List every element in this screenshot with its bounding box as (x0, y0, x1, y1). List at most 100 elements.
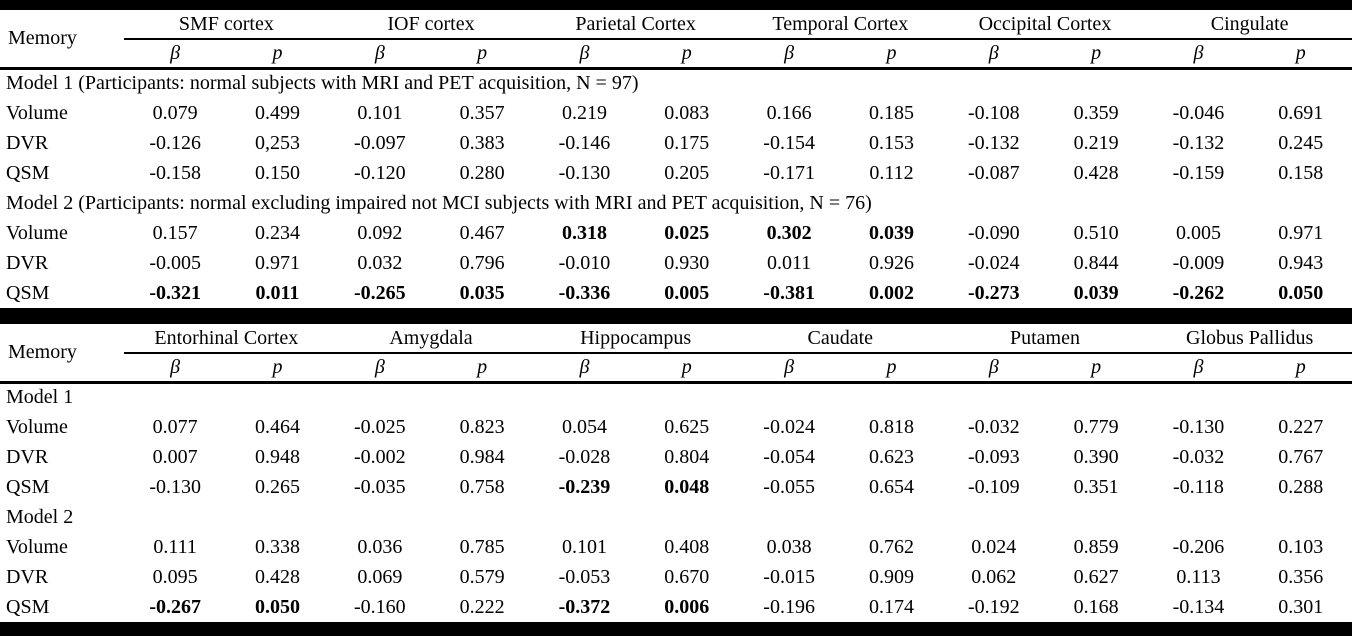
beta-value-cell: -0.025 (353, 415, 406, 438)
beta-value-cell: -0.134 (1172, 595, 1225, 618)
beta-value-cell: -0.024 (763, 415, 815, 438)
p-value-cell: 0.219 (1073, 131, 1119, 154)
p-value-cell: 0.984 (459, 445, 505, 468)
beta-value-cell: -0.093 (967, 445, 1020, 468)
beta-value-cell: -0.097 (353, 131, 406, 154)
beta-value-cell: -0.130 (558, 161, 611, 184)
p-value-cell: 0.408 (664, 535, 710, 558)
beta-value-cell: -0.005 (149, 251, 201, 274)
p-value-cell: 0.691 (1278, 101, 1324, 124)
beta-value-cell: 0.007 (152, 445, 198, 468)
p-value-cell: 0.174 (868, 595, 914, 618)
measure-label: Volume (6, 415, 68, 438)
measure-label: QSM (6, 475, 50, 498)
p-value-cell: 0.909 (868, 565, 914, 588)
p-value-cell: 0.301 (1278, 595, 1324, 618)
beta-value-cell: 0.062 (971, 565, 1017, 588)
beta-subheader: β (328, 353, 431, 384)
p-subheader: p (840, 353, 943, 384)
p-value-cell: 0.025 (664, 221, 710, 244)
region-header: SMF cortex (124, 10, 329, 40)
p-value-cell: 0.844 (1073, 251, 1119, 274)
region-header: Parietal Cortex (533, 10, 738, 40)
memory-column-header: Memory (0, 324, 124, 384)
measure-label: DVR (6, 131, 49, 154)
p-value-cell: 0.623 (868, 445, 914, 468)
p-value-cell: 0.510 (1073, 221, 1119, 244)
p-value-cell: 0.762 (868, 535, 914, 558)
p-value-cell: 0.158 (1278, 161, 1324, 184)
p-value-cell: 0.779 (1073, 415, 1119, 438)
beta-value-cell: -0.130 (1172, 415, 1225, 438)
p-value-cell: 0.185 (868, 101, 914, 124)
table-row: DVR -0.005 0.971 0.032 0.796 -0.010 0.930 0.011… (0, 248, 1352, 278)
beta-subheader: β (533, 39, 636, 70)
beta-subheader: β (942, 39, 1045, 70)
beta-value-cell: 0.095 (152, 565, 198, 588)
p-value-cell: 0.823 (459, 415, 505, 438)
beta-value-cell: -0.032 (967, 415, 1020, 438)
p-subheader: p (635, 353, 738, 384)
p-subheader: p (226, 39, 329, 70)
beta-value-cell: -0.160 (353, 595, 406, 618)
p-value-cell: 0.796 (459, 251, 505, 274)
beta-value-cell: -0.192 (967, 595, 1020, 618)
p-value-cell: 0.234 (254, 221, 300, 244)
table-row: DVR -0.126 0,253 -0.097 0.383 -0.146 0.175 -0.1… (0, 128, 1352, 158)
region-header: Occipital Cortex (942, 10, 1148, 40)
beta-value-cell: 0.166 (766, 101, 812, 124)
beta-value-cell: -0.015 (763, 565, 815, 588)
p-value-cell: 0.039 (1073, 281, 1119, 304)
beta-value-cell: -0.158 (149, 161, 201, 184)
beta-value-cell: -0.381 (763, 281, 815, 304)
p-value-cell: 0.804 (664, 445, 710, 468)
beta-value-cell: 0.036 (357, 535, 403, 558)
p-value-cell: 0.467 (459, 221, 505, 244)
beta-value-cell: -0.054 (763, 445, 815, 468)
beta-value-cell: -0.265 (353, 281, 406, 304)
beta-value-cell: 0.318 (561, 221, 607, 244)
p-value-cell: 0.351 (1073, 475, 1119, 498)
p-value-cell: 0.245 (1278, 131, 1324, 154)
beta-value-cell: -0.053 (558, 565, 611, 588)
p-value-cell: 0.464 (254, 415, 300, 438)
p-value-cell: 0.859 (1073, 535, 1119, 558)
beta-value-cell: 0.024 (971, 535, 1017, 558)
beta-value-cell: -0.171 (763, 161, 815, 184)
beta-subheader: β (124, 353, 227, 384)
p-value-cell: 0.011 (255, 281, 300, 304)
measure-label: QSM (6, 281, 50, 304)
beta-value-cell: -0.002 (353, 445, 406, 468)
model-section-title: Model 1 (6, 386, 74, 409)
beta-value-cell: 0.069 (357, 565, 403, 588)
bottom-border-bar (0, 622, 1352, 636)
p-value-cell: 0.383 (459, 131, 505, 154)
region-header: Hippocampus (533, 324, 738, 354)
p-value-cell: 0.625 (664, 415, 710, 438)
p-value-cell: 0.499 (254, 101, 300, 124)
p-subheader: p (430, 353, 534, 384)
table-row: Volume 0.157 0.234 0.092 0.467 0.318 0.025 0.30… (0, 218, 1352, 248)
p-value-cell: 0.579 (459, 565, 505, 588)
region-header: Globus Pallidus (1147, 324, 1352, 354)
beta-value-cell: -0.262 (1172, 281, 1225, 304)
p-value-cell: 0.265 (254, 475, 300, 498)
beta-value-cell: -0.159 (1172, 161, 1225, 184)
p-value-cell: 0.222 (459, 595, 505, 618)
beta-value-cell: 0.092 (357, 221, 403, 244)
beta-value-cell: -0.010 (558, 251, 611, 274)
beta-subheader: β (1147, 353, 1250, 384)
top-border-bar (0, 0, 1352, 10)
beta-value-cell: -0.372 (558, 595, 611, 618)
beta-value-cell: -0.154 (763, 131, 815, 154)
p-value-cell: 0.112 (869, 161, 914, 184)
table-separator-bar (0, 308, 1352, 324)
regression-table-subcortical: Memory Entorhinal Cortex Amygdala Hippocamp… (0, 324, 1352, 622)
p-value-cell: 0.002 (868, 281, 914, 304)
beta-value-cell: 0.302 (766, 221, 812, 244)
p-subheader: p (1044, 39, 1148, 70)
p-value-cell: 0.035 (459, 281, 505, 304)
model-section-title: Model 2 (6, 505, 74, 528)
p-value-cell: 0.627 (1073, 565, 1119, 588)
beta-value-cell: 0.219 (561, 101, 607, 124)
